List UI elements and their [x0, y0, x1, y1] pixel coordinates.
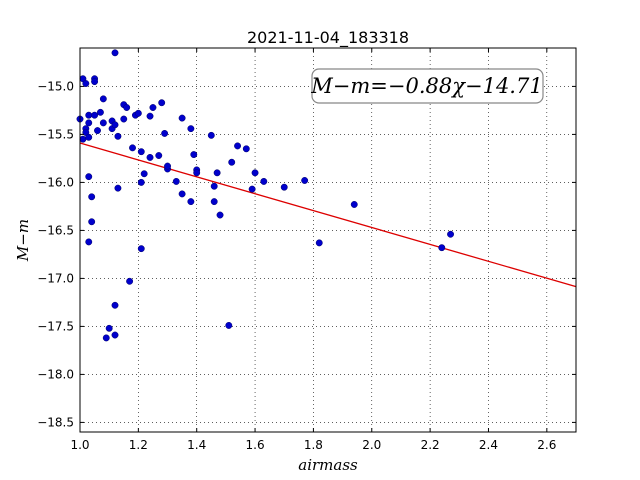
data-point	[228, 158, 236, 166]
data-point	[178, 190, 186, 198]
data-point	[111, 331, 119, 339]
data-point	[155, 152, 163, 159]
data-point	[207, 131, 215, 139]
data-point	[315, 239, 323, 247]
data-point	[149, 104, 157, 111]
data-point	[114, 184, 122, 192]
data-point	[85, 133, 93, 141]
data-point	[137, 178, 145, 186]
y-axis-label: M−m	[14, 219, 32, 262]
axis-ticks: 1.0 1.2 1.4 1.6 1.8 2.0 2.2 2.4 2.6 −15.0 −15.5 −16…	[37, 48, 576, 452]
data-point	[79, 135, 87, 143]
data-point	[88, 218, 96, 226]
x-tick-label: 1.0	[70, 438, 89, 452]
data-point	[137, 148, 145, 156]
data-point	[85, 238, 93, 246]
data-point	[91, 78, 99, 86]
chart-title: 2021-11-04_183318	[247, 28, 409, 48]
data-point	[158, 99, 166, 107]
data-point	[161, 129, 169, 137]
equation-box-frame	[311, 68, 544, 104]
y-tick-label: −17.5	[37, 319, 74, 333]
data-point	[114, 132, 122, 140]
x-tick-label: 1.4	[187, 438, 206, 452]
data-point	[99, 95, 107, 103]
plot-area: 1.0 1.2 1.4 1.6 1.8 2.0 2.2 2.4 2.6 −15.0 −15.5 −16…	[37, 47, 577, 452]
plot-frame	[79, 47, 577, 433]
data-point	[251, 169, 259, 177]
data-point	[94, 127, 101, 135]
data-point	[105, 324, 113, 332]
x-tick-label: 2.6	[537, 438, 556, 452]
data-point	[82, 80, 90, 87]
y-tick-label: −16.5	[37, 223, 74, 237]
data-point	[234, 142, 242, 150]
data-point	[210, 198, 218, 206]
data-point	[146, 153, 154, 161]
data-point	[225, 321, 233, 329]
data-point	[140, 170, 148, 178]
fit-equation-box: M−m=−0.88χ−14.71	[310, 68, 544, 104]
y-tick-label: −17.0	[37, 271, 74, 285]
data-point	[260, 177, 268, 185]
data-point	[213, 169, 221, 177]
data-point	[301, 177, 309, 184]
x-tick-label: 2.0	[362, 438, 381, 452]
data-point	[248, 185, 256, 193]
y-tick-label: −15.5	[37, 127, 74, 141]
data-point	[172, 177, 180, 185]
data-point	[242, 145, 250, 153]
data-point	[190, 151, 198, 159]
x-tick-label: 2.4	[479, 438, 498, 452]
data-point	[129, 144, 136, 152]
data-point	[123, 104, 131, 111]
data-point	[85, 173, 93, 181]
data-point	[111, 49, 119, 57]
data-point	[438, 244, 446, 252]
grid-lines	[79, 48, 576, 432]
x-tick-label: 2.2	[421, 438, 440, 452]
data-point	[111, 121, 119, 129]
data-point	[102, 334, 110, 342]
data-point	[91, 111, 99, 119]
data-point	[134, 109, 142, 117]
data-point	[187, 198, 195, 206]
data-point	[350, 201, 358, 208]
data-point	[210, 182, 218, 190]
data-points	[76, 49, 454, 342]
y-tick-label: −18.0	[37, 367, 74, 381]
y-tick-label: −18.5	[37, 415, 74, 429]
data-point	[85, 111, 93, 119]
data-point	[85, 119, 93, 127]
data-point	[120, 115, 128, 123]
data-point	[280, 183, 288, 191]
y-tick-label: −16.0	[37, 175, 74, 189]
data-point	[126, 277, 134, 285]
data-point	[96, 108, 104, 116]
data-point	[111, 301, 119, 309]
data-point	[99, 119, 107, 127]
x-tick-label: 1.2	[129, 438, 148, 452]
data-point	[164, 162, 171, 170]
fit-equation: M−m=−0.88χ−14.71	[310, 74, 542, 98]
x-tick-label: 1.6	[246, 438, 265, 452]
data-point	[137, 245, 145, 253]
x-axis-label: airmass	[298, 456, 358, 474]
data-point	[146, 112, 154, 120]
data-point	[88, 193, 96, 201]
fit-line	[79, 142, 577, 288]
data-point	[216, 211, 224, 219]
y-tick-label: −15.0	[37, 79, 74, 93]
x-tick-label: 1.8	[304, 438, 323, 452]
fit-line-layer	[79, 142, 577, 288]
data-point	[178, 114, 186, 122]
data-point	[187, 125, 195, 133]
data-point	[447, 230, 454, 238]
plot-background	[80, 48, 576, 432]
data-point	[193, 169, 201, 177]
